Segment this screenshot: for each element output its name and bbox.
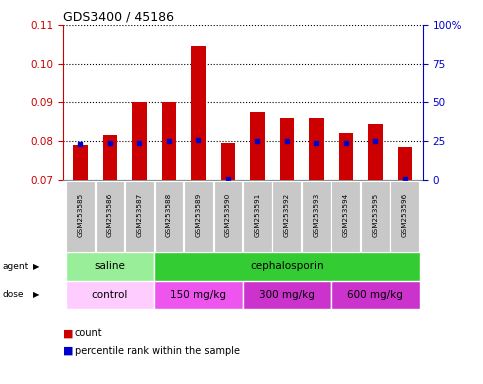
Bar xyxy=(250,112,265,384)
Bar xyxy=(66,252,154,281)
Text: ■: ■ xyxy=(63,346,73,356)
Bar xyxy=(102,136,117,384)
Text: ■: ■ xyxy=(63,328,73,338)
Bar xyxy=(221,143,235,384)
Text: dose: dose xyxy=(2,290,24,300)
Text: GSM253593: GSM253593 xyxy=(313,192,319,237)
Text: GSM253591: GSM253591 xyxy=(255,192,260,237)
Bar xyxy=(242,281,331,309)
Bar xyxy=(162,103,176,384)
Bar xyxy=(398,147,412,384)
Bar xyxy=(96,181,125,252)
Bar xyxy=(243,181,272,252)
Bar xyxy=(154,252,420,281)
Bar xyxy=(66,181,95,252)
Bar xyxy=(191,46,206,384)
Bar xyxy=(390,181,419,252)
Bar xyxy=(66,281,154,309)
Bar xyxy=(368,124,383,384)
Bar xyxy=(361,181,390,252)
Text: saline: saline xyxy=(95,262,126,271)
Bar xyxy=(280,118,294,384)
Bar xyxy=(339,134,353,384)
Bar xyxy=(132,103,147,384)
Bar xyxy=(154,281,243,309)
Bar xyxy=(213,181,242,252)
Text: 600 mg/kg: 600 mg/kg xyxy=(347,290,403,300)
Bar xyxy=(331,181,360,252)
Text: agent: agent xyxy=(2,262,28,271)
Text: ▶: ▶ xyxy=(33,262,39,271)
Bar xyxy=(155,181,184,252)
Bar xyxy=(73,145,88,384)
Bar xyxy=(272,181,301,252)
Text: 300 mg/kg: 300 mg/kg xyxy=(259,290,315,300)
Text: GSM253596: GSM253596 xyxy=(402,192,408,237)
Text: GSM253589: GSM253589 xyxy=(196,192,201,237)
Bar xyxy=(125,181,154,252)
Text: GSM253587: GSM253587 xyxy=(137,192,142,237)
Text: GDS3400 / 45186: GDS3400 / 45186 xyxy=(63,11,174,24)
Text: count: count xyxy=(75,328,102,338)
Text: GSM253594: GSM253594 xyxy=(343,192,349,237)
Text: GSM253586: GSM253586 xyxy=(107,192,113,237)
Text: GSM253592: GSM253592 xyxy=(284,192,290,237)
Text: GSM253588: GSM253588 xyxy=(166,192,172,237)
Text: cephalosporin: cephalosporin xyxy=(250,262,324,271)
Text: percentile rank within the sample: percentile rank within the sample xyxy=(75,346,240,356)
Text: ▶: ▶ xyxy=(33,290,39,300)
Bar xyxy=(184,181,213,252)
Bar xyxy=(302,181,331,252)
Bar xyxy=(331,281,420,309)
Text: GSM253585: GSM253585 xyxy=(77,192,84,237)
Text: 150 mg/kg: 150 mg/kg xyxy=(170,290,227,300)
Text: GSM253590: GSM253590 xyxy=(225,192,231,237)
Text: control: control xyxy=(92,290,128,300)
Bar xyxy=(309,118,324,384)
Text: GSM253595: GSM253595 xyxy=(372,192,379,237)
